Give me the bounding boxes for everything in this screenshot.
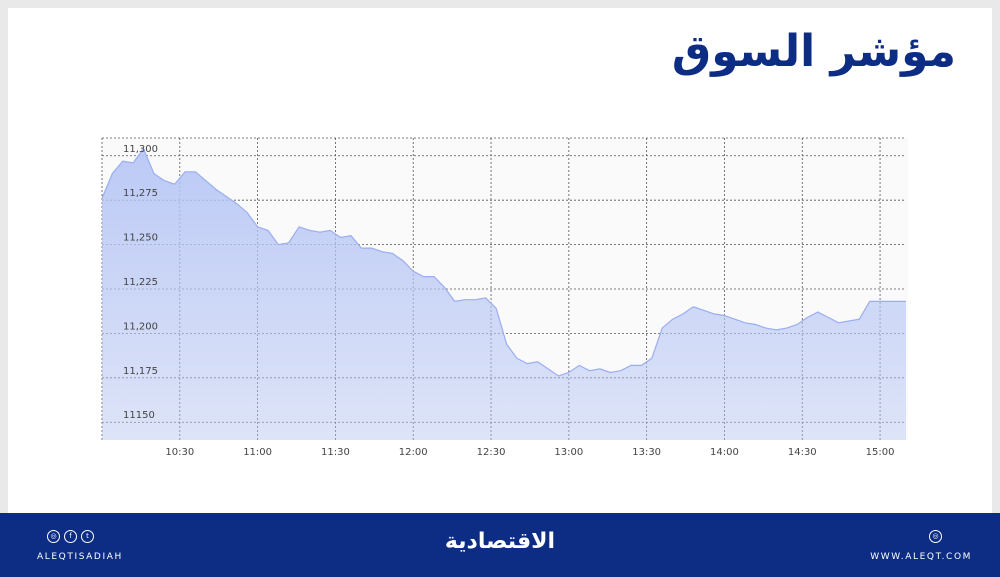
y-tick-label: 11,175 — [123, 366, 158, 377]
globe-icon: ◎ — [929, 530, 942, 543]
x-tick-label: 11:00 — [243, 447, 272, 458]
x-tick-label: 14:30 — [788, 447, 817, 458]
x-tick-label: 12:00 — [399, 447, 428, 458]
y-tick-label: 11,200 — [123, 321, 158, 332]
y-tick-label: 11150 — [123, 410, 155, 421]
facebook-icon[interactable]: f — [64, 530, 77, 543]
y-tick-label: 11,250 — [123, 233, 158, 244]
footer-bar: ◎ f t ALEQTISADIAH الاقتصادية ◎ WWW.ALEQ… — [0, 513, 1000, 577]
twitter-icon[interactable]: t — [81, 530, 94, 543]
x-tick-label: 11:30 — [321, 447, 350, 458]
x-tick-label: 12:30 — [477, 447, 506, 458]
y-tick-label: 11,225 — [123, 277, 158, 288]
y-tick-label: 11,300 — [123, 144, 158, 155]
x-tick-label: 15:00 — [866, 447, 895, 458]
x-tick-label: 13:30 — [632, 447, 661, 458]
page-title: مؤشر السوق — [671, 26, 956, 77]
index-area — [102, 148, 906, 440]
x-tick-label: 13:00 — [554, 447, 583, 458]
brand-logo: الاقتصادية — [444, 529, 556, 554]
instagram-icon[interactable]: ◎ — [47, 530, 60, 543]
x-tick-label: 14:00 — [710, 447, 739, 458]
y-tick-label: 11,275 — [123, 188, 158, 199]
social-handle[interactable]: ALEQTISADIAH — [37, 552, 123, 562]
website-link[interactable]: WWW.ALEQT.COM — [870, 552, 972, 562]
x-tick-label: 10:30 — [165, 447, 194, 458]
social-icons: ◎ f t — [47, 530, 94, 543]
